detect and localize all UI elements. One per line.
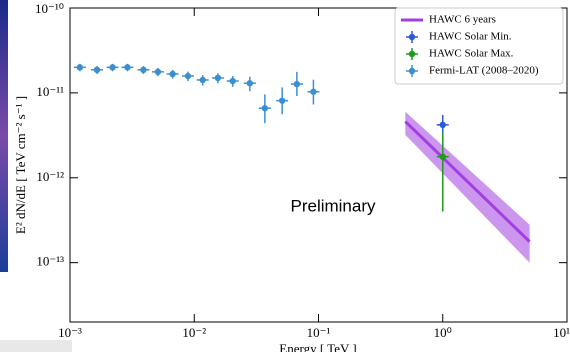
fit-line	[404, 120, 531, 243]
data-point	[154, 68, 162, 76]
x-tick-label: 10⁻²	[182, 325, 206, 340]
legend-label: Fermi-LAT (2008–2020)	[429, 65, 539, 77]
data-point	[439, 153, 446, 160]
x-tick-label: 10⁻¹	[307, 325, 331, 340]
y-tick-label: 10⁻¹³	[36, 254, 64, 269]
legend-swatch	[408, 50, 416, 58]
y-tick-label: 10⁻¹⁰	[35, 1, 64, 16]
legend-label: HAWC 6 years	[429, 14, 496, 26]
background-strip	[0, 0, 8, 272]
legend-label: HAWC Solar Max.	[429, 48, 514, 60]
data-point	[439, 121, 446, 129]
data-point	[109, 64, 116, 71]
data-point	[278, 97, 286, 104]
annotation: Preliminary	[290, 196, 376, 215]
data-point	[93, 66, 101, 74]
data-point	[184, 72, 192, 80]
y-axis-label: E² dN/dE [ TeV cm⁻² s⁻¹ ]	[13, 96, 28, 234]
data-point	[169, 70, 176, 78]
data-point	[246, 80, 254, 87]
data-point	[310, 88, 317, 95]
legend-label: HAWC Solar Min.	[429, 31, 512, 43]
y-tick-label: 10⁻¹²	[36, 169, 64, 184]
data-point	[140, 66, 147, 74]
data-point	[214, 74, 222, 82]
x-axis-label: Energy [ TeV ]	[279, 341, 356, 352]
legend-swatch	[408, 33, 416, 41]
x-tick-label: 10⁻³	[58, 325, 82, 340]
data-point	[199, 76, 206, 84]
legend-swatch	[408, 67, 416, 75]
legend-box	[394, 7, 564, 85]
x-tick-label: 10¹	[553, 325, 570, 340]
data-point	[261, 105, 269, 112]
background-patch	[0, 340, 72, 352]
data-point	[293, 80, 301, 88]
data-point	[124, 64, 131, 71]
data-point	[76, 64, 84, 71]
uncertainty-band	[405, 111, 530, 263]
y-tick-label: 10⁻¹¹	[36, 84, 64, 99]
x-tick-label: 10⁰	[434, 325, 452, 340]
data-point	[229, 77, 236, 85]
